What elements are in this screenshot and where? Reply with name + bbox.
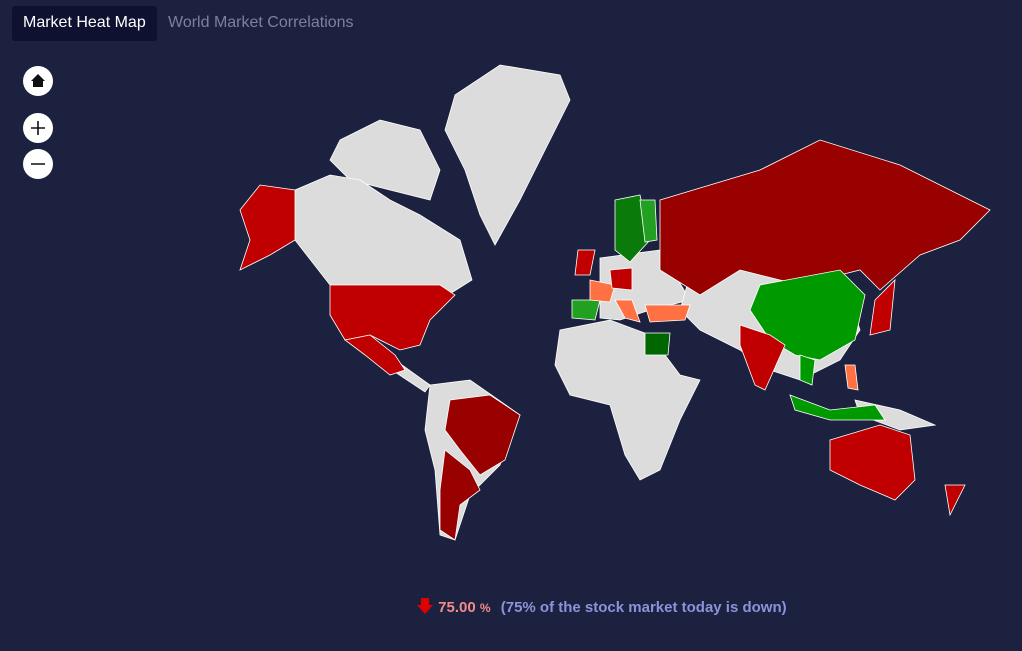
uk[interactable] bbox=[574, 249, 596, 276]
home-icon bbox=[31, 74, 45, 87]
mexico[interactable] bbox=[344, 334, 406, 376]
turkey[interactable] bbox=[644, 304, 691, 323]
tab-correlations[interactable]: World Market Correlations bbox=[168, 14, 354, 31]
africa[interactable] bbox=[554, 319, 701, 481]
market-summary: 75.00 % (75% of the stock market today i… bbox=[416, 597, 787, 616]
new-zealand[interactable] bbox=[944, 484, 966, 517]
world-map bbox=[239, 64, 991, 541]
usa[interactable] bbox=[329, 284, 456, 351]
thailand[interactable] bbox=[799, 354, 816, 386]
tab-heat-map[interactable]: Market Heat Map bbox=[12, 6, 157, 41]
italy[interactable] bbox=[614, 299, 641, 323]
spain[interactable] bbox=[571, 299, 601, 321]
russia[interactable] bbox=[659, 139, 991, 296]
zoom-in-button[interactable] bbox=[23, 113, 53, 143]
summary-note: (75% of the stock market today is down) bbox=[500, 599, 787, 616]
countries bbox=[239, 139, 991, 541]
canada[interactable] bbox=[294, 174, 473, 301]
zoom-out-button[interactable] bbox=[23, 149, 53, 179]
egypt[interactable] bbox=[644, 332, 671, 356]
home-button[interactable] bbox=[23, 66, 53, 96]
indonesia[interactable] bbox=[789, 394, 886, 421]
japan[interactable] bbox=[869, 278, 896, 336]
greenland[interactable] bbox=[444, 64, 571, 246]
finland[interactable] bbox=[639, 199, 658, 243]
india[interactable] bbox=[739, 324, 786, 391]
down-arrow bbox=[417, 598, 433, 614]
argentina[interactable] bbox=[439, 449, 481, 541]
philippines[interactable] bbox=[844, 364, 859, 391]
percent-unit: % bbox=[479, 601, 491, 615]
france[interactable] bbox=[589, 279, 616, 303]
alaska[interactable] bbox=[239, 184, 296, 271]
china[interactable] bbox=[749, 269, 866, 361]
percent-down: 75.00 bbox=[438, 599, 476, 616]
brazil[interactable] bbox=[444, 394, 521, 476]
australia[interactable] bbox=[829, 424, 916, 501]
plus-icon bbox=[31, 121, 45, 135]
germany[interactable] bbox=[609, 267, 633, 291]
